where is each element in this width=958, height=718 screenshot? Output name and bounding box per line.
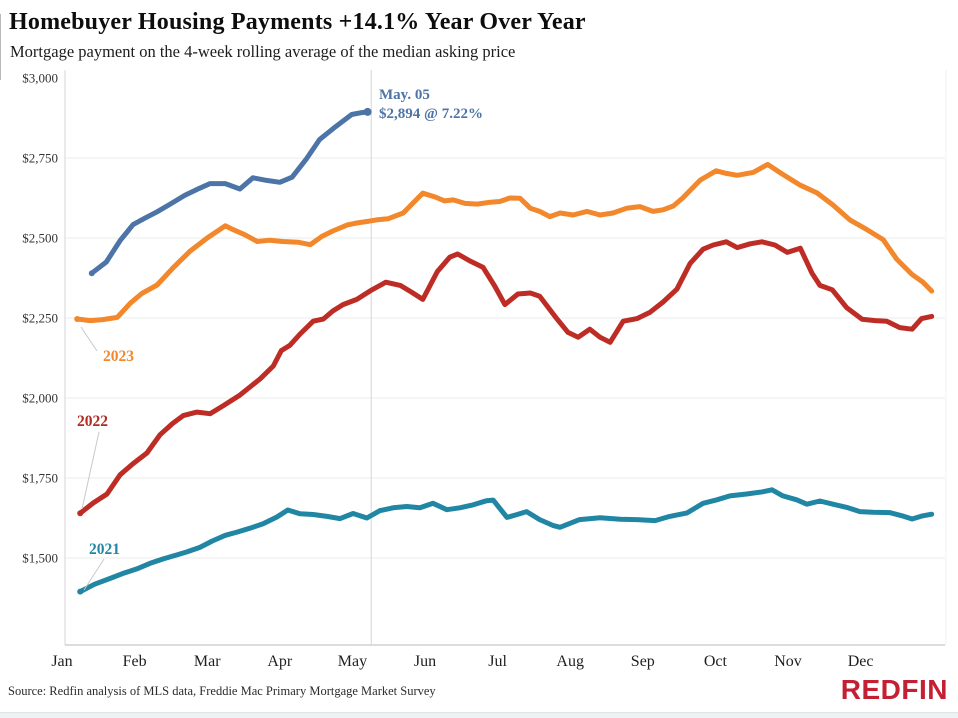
y-axis-tick-label: $3,000 bbox=[22, 71, 58, 86]
y-axis-tick-label: $2,750 bbox=[22, 151, 58, 166]
series-line-2024 bbox=[89, 109, 371, 276]
x-axis-month-label: Jun bbox=[414, 653, 436, 670]
annotation-value: $2,894 @ 7.22% bbox=[379, 106, 483, 122]
x-axis-month-label: Nov bbox=[774, 653, 802, 670]
series-start-dot-2023 bbox=[74, 316, 81, 322]
series-start-dot-2021 bbox=[77, 588, 84, 595]
x-axis-month-label: Sep bbox=[631, 653, 655, 670]
series-label-2021: 2021 bbox=[89, 541, 120, 558]
series-label-2022: 2022 bbox=[77, 413, 108, 430]
leader-line-2022 bbox=[81, 431, 100, 510]
window-bottom-edge bbox=[0, 712, 958, 718]
y-axis-tick-label: $2,500 bbox=[22, 231, 58, 246]
series-start-dot-2024 bbox=[88, 270, 95, 277]
x-axis-month-label: Jan bbox=[51, 653, 72, 670]
page-left-edge-artifact bbox=[0, 14, 1, 80]
x-axis-month-label: Feb bbox=[123, 653, 147, 670]
gridlines-group bbox=[64, 70, 947, 646]
x-axis-month-label: May bbox=[338, 653, 367, 670]
x-axis-month-label: Apr bbox=[267, 653, 293, 670]
redfin-logo: REDFIN bbox=[840, 674, 948, 705]
page-title: Homebuyer Housing Payments +14.1% Year O… bbox=[9, 9, 586, 35]
y-axis-tick-label: $2,000 bbox=[22, 391, 58, 406]
x-axis-month-label: Oct bbox=[704, 653, 728, 670]
x-axis-month-label: Mar bbox=[194, 653, 221, 670]
series-line-2023 bbox=[74, 161, 935, 324]
series-end-dot-2024 bbox=[363, 107, 372, 116]
x-axis-month-label: Aug bbox=[556, 653, 584, 670]
source-attribution: Source: Redfin analysis of MLS data, Fre… bbox=[8, 684, 436, 698]
leader-line-2021 bbox=[83, 558, 105, 591]
page-subtitle: Mortgage payment on the 4-week rolling a… bbox=[10, 42, 516, 61]
x-axis-month-label: Jul bbox=[488, 653, 507, 670]
series-label-2023: 2023 bbox=[103, 348, 134, 365]
y-axis-tick-label: $1,750 bbox=[22, 471, 58, 486]
annotation-date: May. 05 bbox=[379, 87, 430, 103]
x-axis-month-label: Dec bbox=[848, 653, 874, 670]
axis-ticks-group: $3,000 $2,750 $2,500 $2,250 $2,000 $1,750 $1,5… bbox=[22, 71, 873, 671]
series-line-2021 bbox=[77, 487, 935, 595]
series-line-2022 bbox=[77, 239, 935, 516]
series-start-dot-2022 bbox=[77, 510, 84, 517]
y-axis-tick-label: $2,250 bbox=[22, 311, 58, 326]
y-axis-tick-label: $1,500 bbox=[22, 551, 58, 566]
series-group bbox=[74, 107, 935, 595]
leader-line-2023 bbox=[80, 326, 98, 352]
